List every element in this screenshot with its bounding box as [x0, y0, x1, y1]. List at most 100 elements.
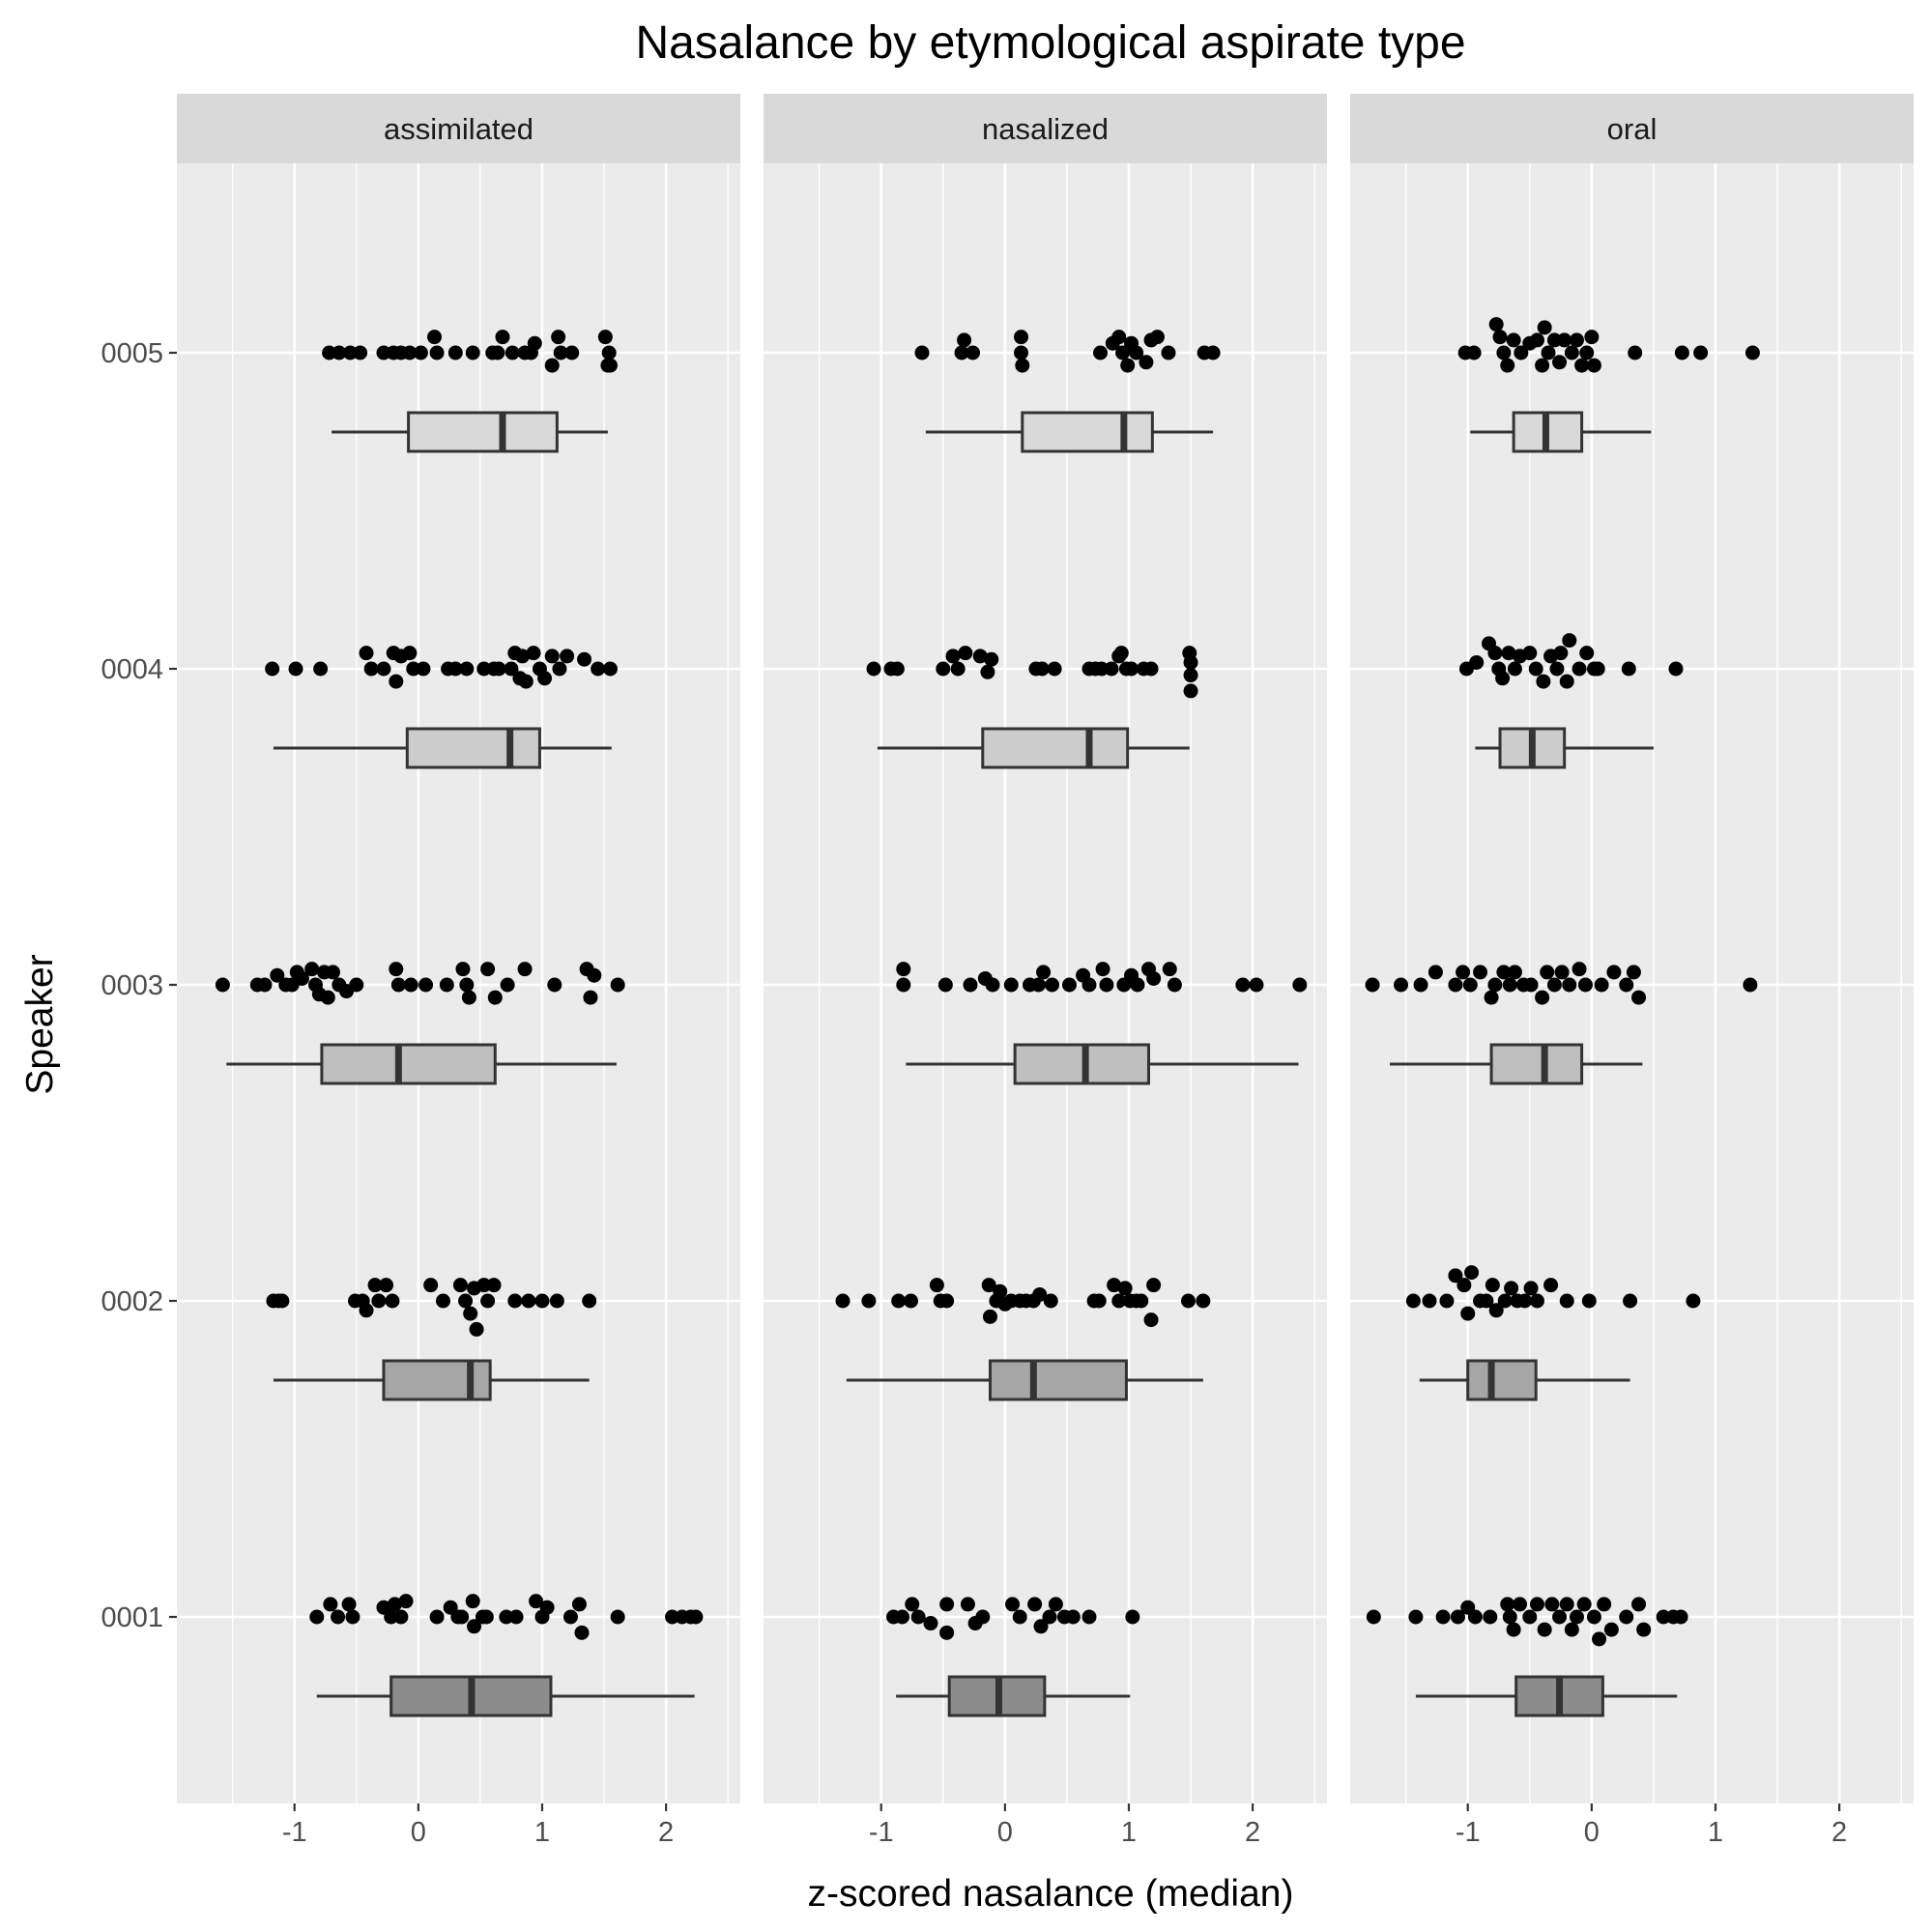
- data-point: [1167, 977, 1182, 993]
- data-point: [1450, 1609, 1465, 1625]
- data-point: [480, 1293, 496, 1309]
- data-point: [294, 970, 309, 986]
- data-point: [505, 345, 520, 360]
- data-point: [1113, 646, 1129, 661]
- data-point: [469, 1321, 484, 1337]
- data-point: [1081, 1609, 1097, 1625]
- data-point: [304, 962, 320, 977]
- data-point: [936, 661, 951, 677]
- data-point: [1413, 977, 1428, 993]
- boxplot-nasalized-0005: [925, 411, 1214, 453]
- facet-strip-oral: [1350, 94, 1914, 163]
- data-point: [905, 1597, 920, 1612]
- data-point: [1469, 654, 1485, 670]
- data-point: [1597, 1597, 1612, 1612]
- points-nasalized-0001: [886, 1597, 1140, 1640]
- data-point: [984, 651, 999, 667]
- data-point: [1546, 332, 1562, 348]
- facet-label-oral: oral: [1607, 112, 1658, 146]
- data-point: [1487, 646, 1503, 661]
- data-point: [1631, 1597, 1647, 1612]
- data-point: [1552, 1609, 1568, 1625]
- data-point: [363, 661, 379, 677]
- data-point: [1161, 345, 1176, 360]
- data-point: [1496, 965, 1512, 980]
- data-point: [476, 661, 492, 677]
- data-point: [993, 1283, 1008, 1299]
- data-point: [349, 977, 364, 993]
- data-point: [1048, 1597, 1063, 1612]
- data-point: [1517, 1293, 1533, 1309]
- data-point: [514, 649, 530, 664]
- data-point: [1496, 345, 1512, 360]
- data-point: [552, 661, 567, 677]
- data-point: [1456, 1278, 1472, 1293]
- data-point: [1686, 1293, 1701, 1309]
- data-point: [1107, 1278, 1122, 1293]
- data-point: [1514, 345, 1529, 360]
- data-point: [257, 977, 273, 993]
- data-point: [1081, 977, 1097, 993]
- data-point: [517, 962, 533, 977]
- data-point: [1292, 977, 1308, 993]
- box-iqr: [1489, 1043, 1584, 1085]
- data-point: [896, 977, 911, 993]
- data-point: [1559, 674, 1574, 689]
- data-point: [1111, 330, 1127, 345]
- y-tick-label: 0003: [101, 970, 163, 1001]
- data-point: [508, 1609, 524, 1625]
- box-iqr: [981, 727, 1130, 769]
- data-point: [923, 1616, 938, 1631]
- points-assimilated-0005: [322, 330, 618, 373]
- data-point: [402, 646, 418, 661]
- data-point: [1543, 1278, 1559, 1293]
- data-point: [1117, 1281, 1133, 1296]
- data-point: [577, 651, 592, 667]
- data-point: [1552, 355, 1568, 370]
- data-point: [359, 646, 374, 661]
- points-assimilated-0003: [215, 962, 625, 1005]
- data-point: [1594, 977, 1609, 993]
- data-point: [1134, 1293, 1149, 1309]
- data-point: [1572, 962, 1587, 977]
- data-point: [1506, 332, 1521, 348]
- data-point: [521, 1293, 536, 1309]
- data-point: [1014, 330, 1029, 345]
- data-point: [385, 1293, 400, 1309]
- box-iqr: [988, 1359, 1128, 1401]
- data-point: [963, 977, 978, 993]
- data-point: [665, 1609, 680, 1625]
- data-point: [480, 962, 496, 977]
- data-point: [1034, 661, 1050, 677]
- x-tick-label: -1: [1456, 1817, 1481, 1848]
- data-point: [322, 345, 337, 360]
- x-tick-label: 1: [534, 1817, 550, 1848]
- data-point: [309, 1609, 325, 1625]
- boxplot-nasalized-0004: [877, 727, 1190, 769]
- data-point: [891, 1293, 907, 1309]
- data-point: [1529, 332, 1544, 348]
- data-point: [454, 1609, 470, 1625]
- data-point: [1507, 661, 1522, 677]
- x-tick-label: 0: [411, 1817, 426, 1848]
- data-point: [1095, 962, 1110, 977]
- data-point: [526, 646, 541, 661]
- data-point: [602, 661, 618, 677]
- data-point: [500, 977, 515, 993]
- data-point: [1528, 661, 1543, 677]
- data-point: [1139, 355, 1154, 370]
- data-point: [320, 990, 335, 1005]
- data-point: [1183, 683, 1198, 699]
- data-point: [325, 965, 340, 980]
- data-point: [1502, 977, 1517, 993]
- data-point: [345, 1609, 360, 1625]
- x-tick-label: 1: [1708, 1817, 1723, 1848]
- data-point: [914, 345, 930, 360]
- data-point: [461, 990, 476, 1005]
- data-point: [958, 646, 973, 661]
- data-point: [610, 977, 625, 993]
- boxplot-assimilated-0003: [226, 1043, 617, 1085]
- data-point: [429, 1609, 445, 1625]
- data-point: [527, 335, 542, 351]
- data-point: [551, 330, 566, 345]
